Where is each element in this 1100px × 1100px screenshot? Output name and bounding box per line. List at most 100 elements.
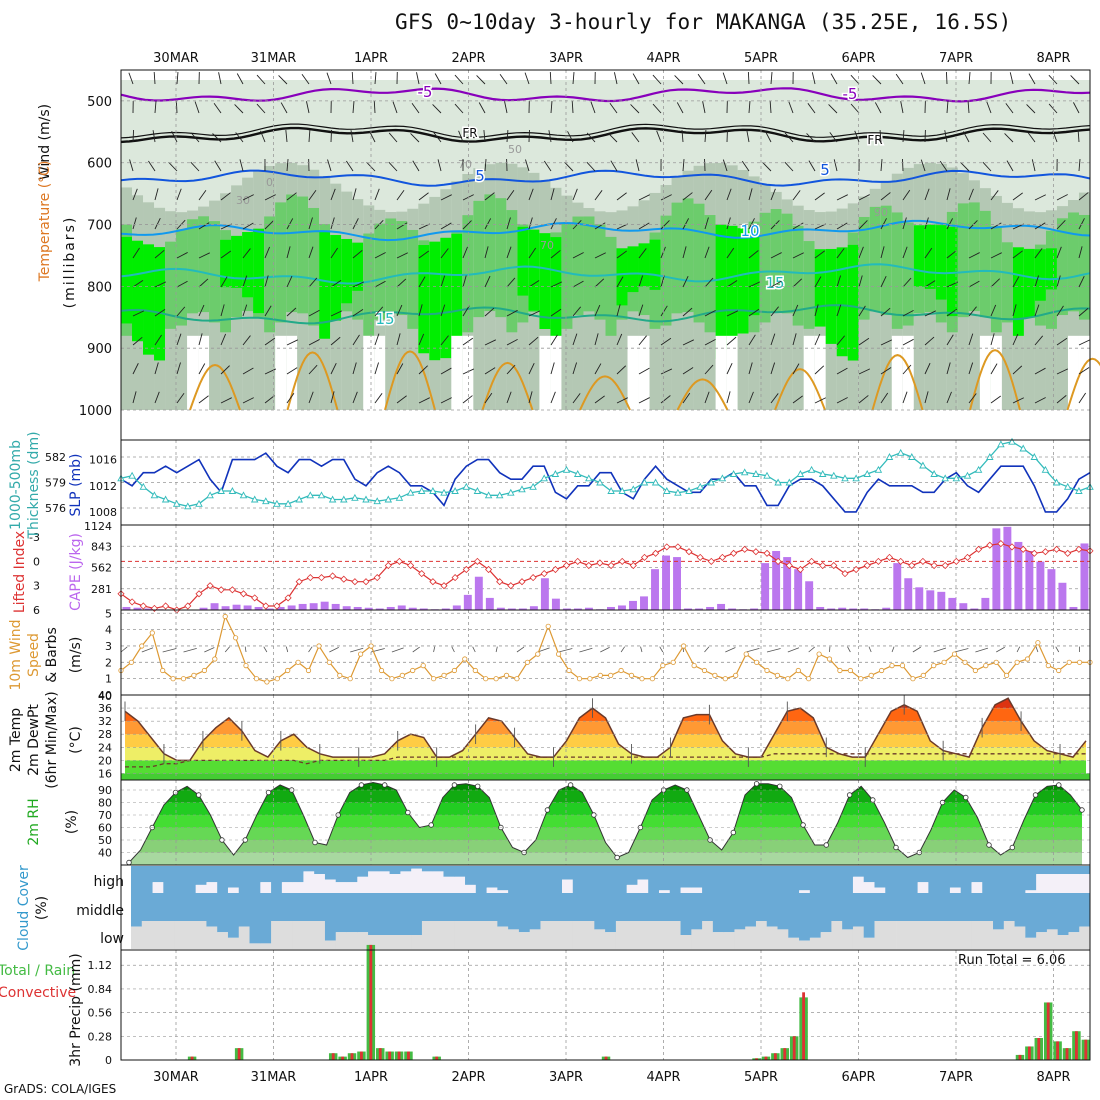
rh-marker <box>870 797 876 803</box>
wind-barb <box>352 101 355 114</box>
cloud-gap-low <box>960 921 972 949</box>
wind-10m-barb <box>787 647 800 653</box>
wind-barb <box>433 132 442 143</box>
lifted-marker <box>897 557 905 565</box>
cloud-gap-low <box>378 935 391 949</box>
wind-speed-marker <box>420 662 426 669</box>
wind-ylabel-b: Speed <box>26 633 42 677</box>
cloud-cell-middle <box>1057 893 1069 921</box>
lifted-marker <box>874 557 882 565</box>
rh-bright-cell <box>528 229 540 311</box>
wind-10m-barb <box>451 646 455 653</box>
temp-ylabel-a: 2m Temp <box>8 708 24 772</box>
cloud-cell-high <box>486 866 498 888</box>
wind-speed-marker <box>878 667 885 674</box>
lifted-ytick: 6 <box>33 604 40 617</box>
cloud-cell-middle <box>501 893 513 921</box>
wind-barb <box>198 395 209 404</box>
wind-barb <box>154 309 166 317</box>
cloud-cell-high <box>809 866 822 893</box>
cloud-cell-low <box>324 921 337 941</box>
rh-marker <box>846 792 853 798</box>
cloud-gap-low <box>292 921 304 949</box>
cloud-cell-low <box>206 921 218 927</box>
precip-conv-bar <box>397 1051 401 1060</box>
wind-barb <box>1056 275 1061 288</box>
wind-barb <box>792 222 804 230</box>
rh-clear-cell <box>1067 335 1080 410</box>
wind-barb <box>528 391 533 404</box>
wind-speed-marker <box>722 676 728 682</box>
wind-barb <box>132 188 138 201</box>
rh-marker <box>1032 792 1039 798</box>
cape-bar <box>199 607 208 610</box>
wind-barb <box>682 246 687 259</box>
precip-conv-bar <box>435 1056 439 1060</box>
cloud-cell-middle <box>436 893 448 921</box>
wind-barb <box>1048 74 1058 85</box>
thickness-marker <box>585 474 593 482</box>
wind-barb <box>702 101 706 114</box>
wind-barb <box>858 368 871 375</box>
wind-speed-marker <box>201 667 207 674</box>
cape-bar <box>1058 582 1067 610</box>
wind-barb <box>418 397 430 404</box>
wind-ytick: 1 <box>105 673 112 686</box>
wind-barb <box>968 280 980 288</box>
cloud-cell-middle <box>185 893 197 921</box>
wind-speed-marker <box>212 656 218 662</box>
cloud-cell-low <box>820 921 832 933</box>
wind-barb <box>396 395 407 404</box>
thickness-marker <box>707 478 716 486</box>
rh-green-cell <box>858 216 871 320</box>
upper-ylabel-rh: RH (%) <box>37 284 53 333</box>
cloud-gap-low <box>529 929 541 949</box>
wind-barb <box>1070 75 1080 85</box>
thickness-marker <box>228 487 237 494</box>
cape-bar <box>232 604 241 610</box>
day-label-bottom: 3APR <box>549 1070 583 1085</box>
wind-barb <box>960 162 970 172</box>
cloud-cell-middle <box>708 893 720 921</box>
cloud-gap-low <box>809 937 822 949</box>
wind-barb <box>682 307 693 317</box>
cloud-gap-high <box>658 890 671 893</box>
slp-ylabel-c: SLP (mb) <box>68 453 84 516</box>
cloud-gap-high <box>454 876 466 893</box>
wind-barb <box>1078 159 1081 172</box>
cloud-gap-low <box>324 940 337 949</box>
slp-ytick: 1008 <box>89 506 117 519</box>
cloud-cell-high <box>346 866 358 883</box>
wind-barb <box>811 72 816 85</box>
wind-speed-marker <box>483 676 489 682</box>
lifted-marker <box>863 561 871 570</box>
wind-barb <box>462 246 468 259</box>
wind-10m-barb <box>433 646 436 653</box>
lifted-marker <box>340 575 348 583</box>
wind-barb <box>704 189 713 201</box>
cloud-cell-middle <box>174 893 186 921</box>
wind-barb <box>388 161 398 172</box>
cloud-cell-middle <box>163 893 175 921</box>
cloud-cell-middle <box>686 893 699 921</box>
day-label-bottom: 6APR <box>841 1070 875 1085</box>
wind-barb <box>880 307 891 317</box>
wind-barb <box>171 131 178 143</box>
wind-barb <box>748 308 760 317</box>
cloud-gap-low <box>238 926 250 949</box>
rh-green-cell <box>165 241 177 329</box>
cloud-cell-low <box>680 921 692 935</box>
cloud-gap-low <box>475 921 487 949</box>
rh-bright-cell <box>539 233 551 330</box>
wind-speed-marker <box>743 651 749 657</box>
wind-10m-barb <box>537 647 550 653</box>
lifted-marker <box>518 578 526 586</box>
cloud-gap-low <box>562 921 574 949</box>
wind-barb <box>176 188 182 201</box>
cloud-cell-high <box>906 866 918 893</box>
cloud-cell-low <box>766 921 778 927</box>
rh-band <box>129 840 1082 853</box>
wind-barb <box>1078 367 1090 375</box>
cloud-gap-low <box>227 937 240 949</box>
wind-barb <box>175 100 178 114</box>
